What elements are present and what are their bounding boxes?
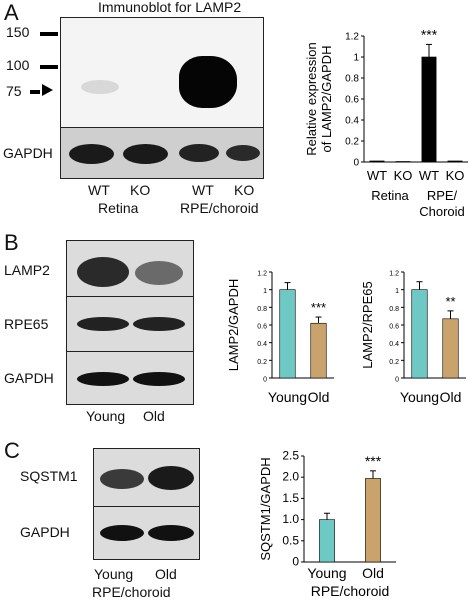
x-tick-label: Young <box>307 565 346 581</box>
bar <box>447 160 463 163</box>
y-tick-label: 0.2 <box>389 359 399 366</box>
significance-label: *** <box>311 300 326 315</box>
lane-wt-rpe: WT <box>192 182 214 198</box>
y-tick-label: 0.6 <box>257 324 267 331</box>
rpe65-label-b: RPE65 <box>4 316 49 332</box>
chart-sqstm1-gapdh: 0 0.5 1.0 1.5 2.0 2.5 SQSTM1/GAPDH Young *** Old R… <box>258 449 396 599</box>
y-axis-label: SQSTM1/GAPDH <box>258 457 273 560</box>
y-tick-label: 0.2 <box>345 137 359 148</box>
panel-label-c: C <box>4 438 20 463</box>
blot-title: Immunoblot for LAMP2 <box>98 0 242 15</box>
panel-label-a: A <box>4 0 19 25</box>
lamp2-label-b: LAMP2 <box>4 262 50 278</box>
y-tick-label: 0.4 <box>257 341 267 348</box>
y-tick-label: 0.8 <box>345 74 359 85</box>
group-label: RPE/choroid <box>311 583 390 599</box>
y-tick-label: 1.2 <box>257 271 267 278</box>
y-tick-label: 2.5 <box>282 449 299 463</box>
y-tick-label: 0.8 <box>257 306 267 313</box>
lane-wt-retina: WT <box>88 182 110 198</box>
sqstm1-blot-c <box>93 448 200 508</box>
gapdh-label-c: GAPDH <box>20 524 70 540</box>
gapdh-blot-b <box>66 351 194 405</box>
sqstm1-label-c: SQSTM1 <box>20 468 78 484</box>
y-tick-label: 1 <box>395 288 399 295</box>
group-rpe-choroid-c: RPE/choroid <box>92 584 171 600</box>
gapdh-blot-c <box>93 506 200 560</box>
bar <box>395 161 411 163</box>
y-axis-label: LAMP2/RPE65 <box>360 281 375 368</box>
x-tick-label: WT <box>367 168 387 183</box>
x-tick-label: Old <box>440 389 462 405</box>
lane-ko-rpe: KO <box>234 182 255 198</box>
bar <box>319 519 335 563</box>
group-retina: Retina <box>98 200 139 216</box>
bar <box>411 289 428 379</box>
y-tick-label: 0.4 <box>345 116 359 127</box>
y-tick-label: 0 <box>353 158 359 169</box>
bar <box>369 160 385 163</box>
significance-label: *** <box>421 26 438 42</box>
lane-old-b: Old <box>143 408 165 424</box>
gapdh-label-a: GAPDH <box>3 145 53 161</box>
marker-tick-100 <box>40 65 58 69</box>
lane-young-c: Young <box>94 566 134 582</box>
y-tick-label: 1.0 <box>282 512 299 526</box>
marker-tick-150 <box>40 32 58 36</box>
marker-150: 150 <box>6 24 30 40</box>
y-tick-label: 0 <box>292 555 299 569</box>
x-tick-label: KO <box>446 168 465 183</box>
y-tick-label: 0.6 <box>389 324 399 331</box>
chart-lamp2-expression: 0 0.2 0.4 0.6 0.8 1 1.2 Relative expression of L… <box>304 26 468 219</box>
significance-label: *** <box>365 453 382 469</box>
y-tick-label: 1.5 <box>282 491 299 505</box>
marker-tick-75 <box>30 90 40 94</box>
x-tick-label: KO <box>394 168 413 183</box>
x-tick-label: Old <box>308 389 330 405</box>
y-tick-label: 0 <box>395 377 399 384</box>
y-tick-label: 0.6 <box>345 95 359 106</box>
y-tick-label: 1.2 <box>389 271 399 278</box>
gapdh-label-b: GAPDH <box>4 370 54 386</box>
lane-old-c: Old <box>155 566 177 582</box>
gapdh-blot-a <box>60 127 264 179</box>
lane-young-b: Young <box>86 408 126 424</box>
group-label: RPE/ <box>427 188 458 203</box>
x-tick-label: WT <box>419 168 439 183</box>
lane-ko-retina: KO <box>130 182 151 198</box>
bar <box>365 478 381 563</box>
significance-label: ** <box>445 294 455 309</box>
group-label: Retina <box>371 188 409 203</box>
bar <box>310 322 327 379</box>
panel-label-b: B <box>4 230 19 255</box>
y-axis-label: Relative expression <box>304 42 319 155</box>
lamp2-blot-b <box>66 240 194 298</box>
y-axis-label: LAMP2/GAPDH <box>226 279 241 371</box>
y-tick-label: 0 <box>263 377 267 384</box>
group-rpe-choroid: RPE/choroid <box>180 200 259 216</box>
lamp2-blot-a <box>60 17 264 129</box>
x-tick-label: Young <box>268 389 307 405</box>
y-tick-label: 2.0 <box>282 470 299 484</box>
marker-100: 100 <box>6 57 30 73</box>
chart-lamp2-gapdh: 0 0.2 0.4 0.6 0.8 1 1.2 LAMP2/GAPDH Young *** Old <box>226 271 334 405</box>
y-tick-label: 0.2 <box>257 359 267 366</box>
chart-lamp2-rpe65: 0 0.2 0.4 0.6 0.8 1 1.2 LAMP2/RPE65 Young ** Old <box>360 271 466 405</box>
bar <box>442 318 459 379</box>
bar <box>279 289 296 379</box>
y-tick-label: 1 <box>263 288 267 295</box>
y-axis-label: of LAMP2/GAPDH <box>319 46 334 153</box>
x-tick-label: Young <box>400 389 439 405</box>
y-tick-label: 1.2 <box>345 32 359 43</box>
y-tick-label: 0.4 <box>389 341 399 348</box>
arrowhead-icon <box>42 84 53 96</box>
y-tick-label: 0.8 <box>389 306 399 313</box>
x-tick-label: Old <box>362 565 384 581</box>
y-tick-label: 1 <box>353 53 359 64</box>
bar <box>421 56 437 163</box>
marker-75: 75 <box>6 83 22 99</box>
rpe65-blot-b <box>66 296 194 353</box>
y-tick-label: 0.5 <box>282 533 299 547</box>
group-label: Choroid <box>419 204 465 219</box>
